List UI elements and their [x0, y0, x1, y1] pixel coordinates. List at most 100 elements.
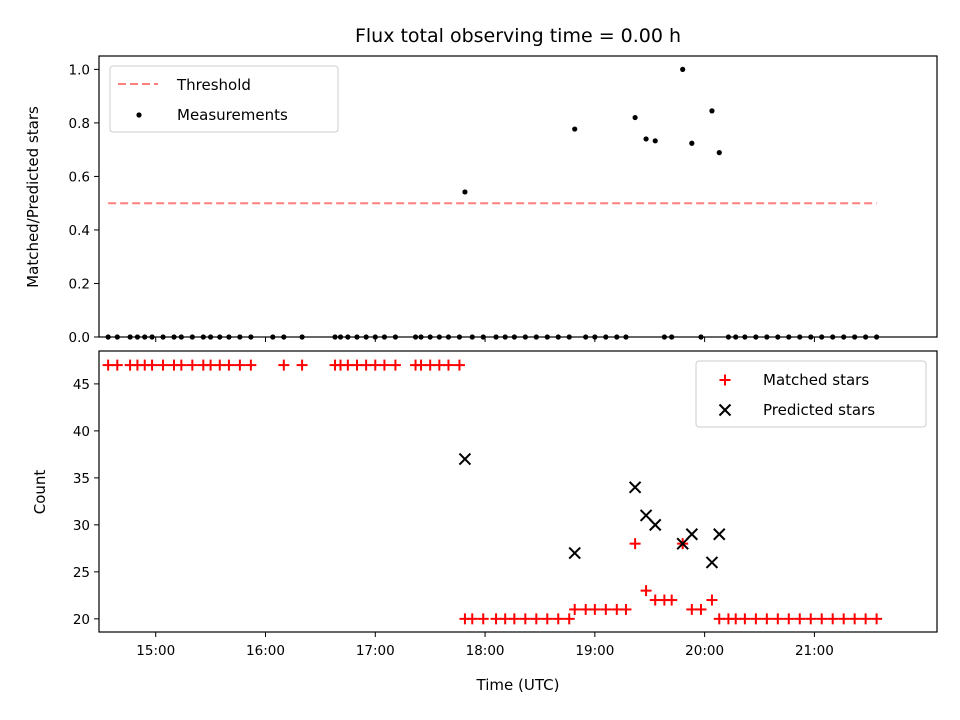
- matched-star-point: [245, 359, 257, 371]
- measurement-point: [652, 138, 658, 144]
- matched-star-point: [442, 359, 454, 371]
- legend-threshold-label: Threshold: [176, 76, 251, 94]
- top-y-tick-label: 0.4: [69, 223, 90, 239]
- matched-star-point: [296, 359, 308, 371]
- matched-star-point: [530, 613, 542, 625]
- matched-star-point: [620, 603, 632, 615]
- bottom-y-tick-label: 40: [73, 424, 90, 440]
- predicted-x-b: [676, 537, 689, 550]
- top-legend-box: [109, 65, 339, 133]
- legend-measurements-swatch: [136, 112, 142, 118]
- matched-star-point: [629, 538, 641, 550]
- bottom-x-tick-label: 16:00: [246, 643, 285, 659]
- predicted-star-point: [568, 546, 581, 560]
- x-axis-label: Time (UTC): [476, 676, 560, 694]
- matched-star-point: [278, 359, 290, 371]
- measurement-point: [572, 126, 578, 132]
- matched-star-point: [739, 613, 751, 625]
- matched-star-point: [849, 613, 861, 625]
- matched-star-point: [805, 613, 817, 625]
- predicted-star-point: [639, 509, 653, 522]
- predicted-x-b: [713, 528, 726, 541]
- top-y-tick-label: 0.8: [69, 116, 90, 132]
- matched-star-point: [750, 613, 762, 625]
- bottom-x-tick-label: 19:00: [575, 643, 614, 659]
- bottom-x-tick-label: 18:00: [466, 643, 505, 659]
- bottom-y-axis-label: Count: [31, 470, 49, 515]
- bottom-x-tick-label: 15:00: [136, 643, 175, 659]
- legend-matched-label: Matched stars: [763, 371, 869, 389]
- matched-star-point: [175, 359, 187, 371]
- top-y-tick-label: 0.2: [69, 276, 90, 292]
- top-y-tick-label: 0.0: [69, 330, 90, 346]
- matched-star-point: [794, 613, 806, 625]
- matched-star-point: [453, 359, 465, 371]
- measurement-point: [689, 140, 695, 146]
- top-y-tick-label: 1.0: [69, 62, 90, 78]
- matched-star-point: [541, 613, 553, 625]
- predicted-star-point: [685, 528, 699, 541]
- bottom-y-tick-label: 45: [73, 377, 90, 393]
- bottom-plot-frame: [98, 350, 938, 633]
- top-y-tick-label: 0.6: [69, 169, 90, 185]
- matched-star-point: [563, 613, 575, 625]
- matched-star-point: [569, 603, 581, 615]
- matched-star-point: [186, 359, 198, 371]
- matched-star-point: [871, 613, 883, 625]
- predicted-x-b: [458, 452, 472, 466]
- matched-star-point: [519, 613, 531, 625]
- matched-star-point: [552, 613, 564, 625]
- legend-measurements-label: Measurements: [177, 106, 288, 124]
- bottom-x-tick-label: 17:00: [356, 643, 395, 659]
- predicted-star-point: [676, 537, 689, 550]
- chart-title: Flux total observing time = 0.00 h: [355, 25, 681, 47]
- matched-star-point: [589, 603, 601, 615]
- measurement-point: [680, 66, 686, 72]
- legend-predicted-swatch: [718, 403, 732, 417]
- predicted-star-point: [458, 452, 472, 466]
- predicted-x-b: [705, 556, 719, 569]
- predicted-star-point: [649, 518, 662, 532]
- predicted-x-b: [628, 481, 642, 494]
- matched-star-point: [146, 359, 158, 371]
- matched-star-point: [860, 613, 872, 625]
- matched-star-point: [508, 613, 520, 625]
- top-legend: Threshold Measurements: [109, 65, 339, 133]
- measurement-point: [716, 150, 722, 156]
- matched-star-point: [223, 359, 235, 371]
- matched-star-point: [761, 613, 773, 625]
- bottom-y-tick-label: 25: [73, 565, 90, 581]
- predicted-star-point: [628, 481, 642, 494]
- predicted-x-b: [639, 509, 653, 522]
- predicted-x-b: [685, 528, 699, 541]
- matched-star-point: [477, 613, 489, 625]
- legend-matched-swatch: [719, 374, 731, 386]
- matched-star-point: [695, 603, 707, 615]
- bottom-y-tick-label: 35: [73, 471, 90, 487]
- top-plot-frame: [98, 55, 938, 338]
- matched-star-point: [706, 594, 718, 606]
- matched-star-point: [466, 613, 478, 625]
- matched-star-point: [111, 359, 123, 371]
- matched-star-point: [234, 359, 246, 371]
- matched-star-point: [378, 359, 390, 371]
- matched-star-point: [389, 359, 401, 371]
- matched-star-point: [157, 359, 169, 371]
- predicted-star-point: [713, 528, 726, 541]
- bottom-legend: Matched stars Predicted stars: [695, 360, 927, 428]
- predicted-x-b: [649, 518, 662, 532]
- measurement-point: [643, 136, 649, 142]
- matched-star-point: [838, 613, 850, 625]
- matched-star-point: [827, 613, 839, 625]
- predicted-star-point: [705, 556, 719, 569]
- bottom-x-tick-label: 20:00: [685, 643, 724, 659]
- matched-star-point: [816, 613, 828, 625]
- top-y-axis-label: Matched/Predicted stars: [24, 106, 42, 288]
- matched-star-point: [772, 613, 784, 625]
- legend-predicted-x-b: [718, 403, 732, 417]
- bottom-x-tick-label: 21:00: [795, 643, 834, 659]
- bottom-y-tick-label: 30: [73, 518, 90, 534]
- matched-star-point: [783, 613, 795, 625]
- measurement-point: [709, 108, 715, 114]
